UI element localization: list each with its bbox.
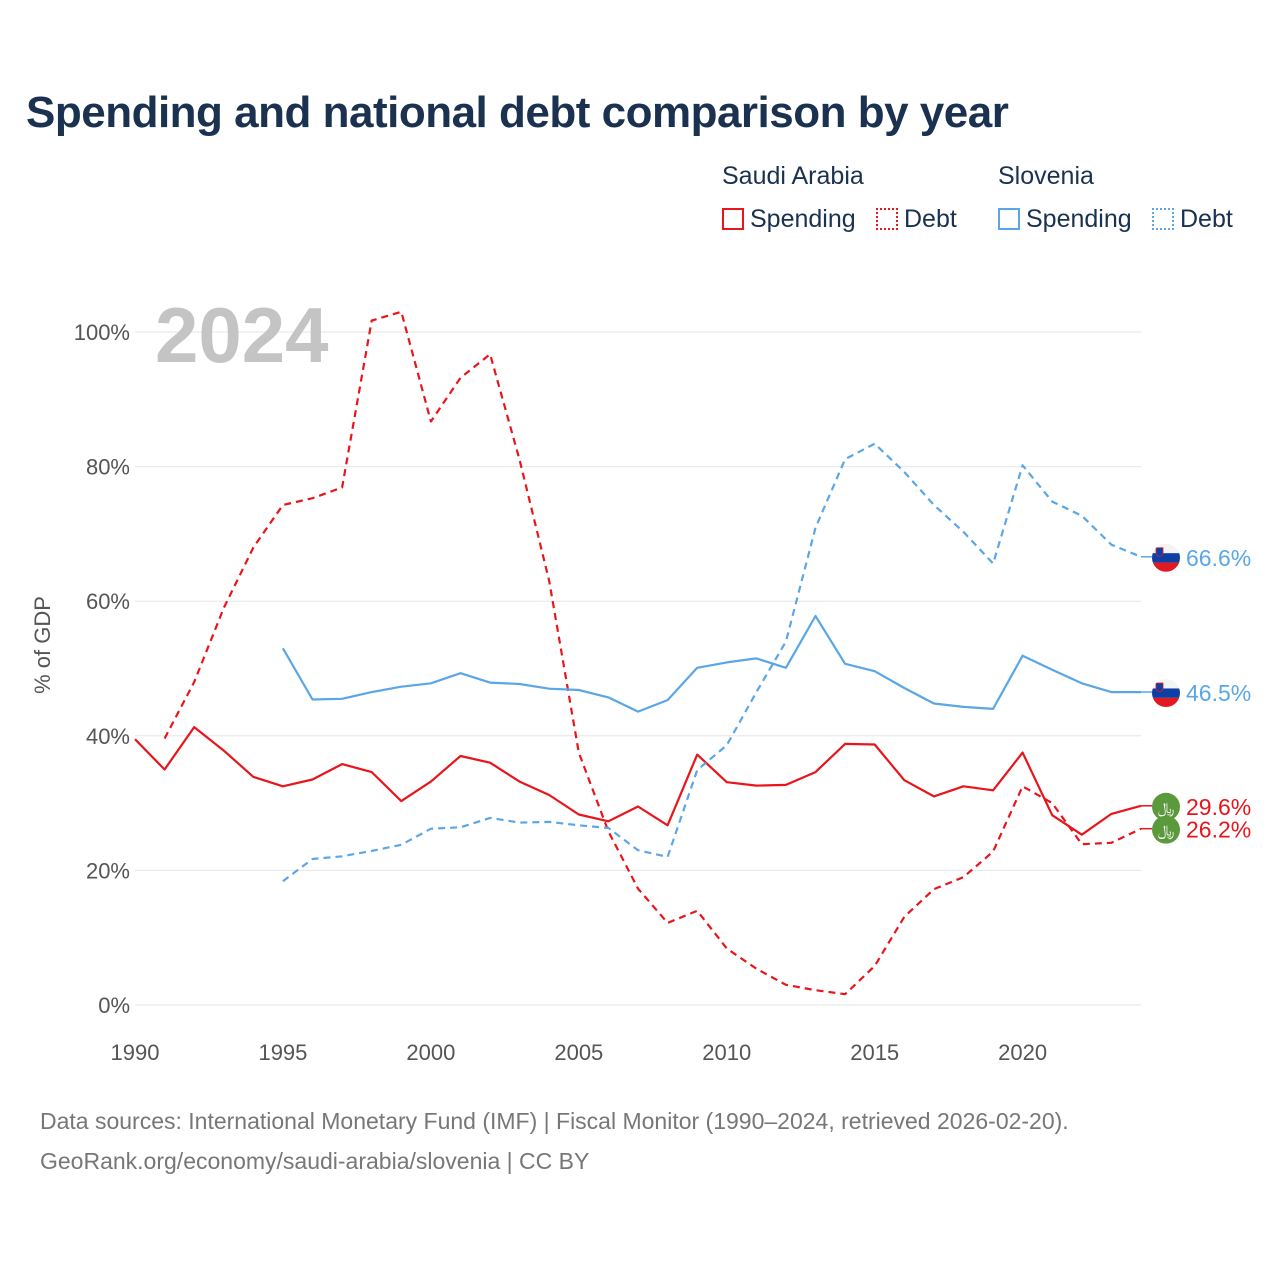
y-tick-label: 80% (86, 455, 130, 480)
source-line-1: Data sources: International Monetary Fun… (40, 1108, 1069, 1134)
x-tick-label: 1995 (258, 1040, 307, 1065)
saudi-emblem-icon: ﷼ (1158, 799, 1175, 818)
x-tick-label: 2005 (554, 1040, 603, 1065)
series-line-slovenia-spending (281, 614, 1141, 713)
legend-group-saudi-arabia: Saudi Arabia (722, 162, 864, 190)
end-value-label: 46.5% (1186, 680, 1251, 706)
end-label-slovenia-spending: 46.5% (1141, 679, 1251, 708)
y-tick-label: 0% (98, 993, 130, 1018)
legend-swatch-saudi-debt (876, 208, 898, 230)
series-lines (134, 310, 1142, 996)
end-label-saudi-arabia-spending: ﷼ 29.6% (1141, 792, 1251, 821)
legend-label-slovenia-debt: Debt (1180, 204, 1233, 233)
y-axis-label: % of GDP (30, 596, 55, 694)
y-tick-label: 100% (74, 320, 130, 345)
legend-swatch-saudi-spending (722, 208, 744, 230)
y-tick-label: 60% (86, 589, 130, 614)
series-end-labels: ﷼ 29.6% ﷼ 26.2% 46.5% 66.6% (1141, 543, 1251, 844)
x-tick-label: 2000 (406, 1040, 455, 1065)
legend-saudi-spending[interactable]: Spending (722, 204, 856, 234)
slovenia-flag-icon (1152, 543, 1180, 572)
chart-title: Spending and national debt comparison by… (26, 88, 1009, 137)
x-axis-ticks: 1990 1995 2000 2005 2010 2015 2020 (111, 1040, 1048, 1065)
legend-swatch-slovenia-spending (998, 208, 1020, 230)
year-watermark: 2024 (155, 291, 329, 379)
saudi-emblem-icon: ﷼ (1158, 822, 1175, 841)
end-label-slovenia-debt: 66.6% (1141, 543, 1251, 572)
legend-slovenia-spending[interactable]: Spending (998, 204, 1132, 234)
series-line-saudi-arabia-debt (163, 310, 1142, 996)
series-line-saudi-arabia-spending (134, 725, 1142, 836)
end-value-label: 29.6% (1186, 794, 1251, 820)
end-label-saudi-arabia-debt: ﷼ 26.2% (1141, 815, 1251, 844)
saudi-flag-icon (1152, 792, 1180, 821)
series-line-slovenia-debt (282, 442, 1142, 883)
legend-slovenia-debt[interactable]: Debt (1152, 204, 1233, 234)
legend-swatch-slovenia-debt (1152, 208, 1174, 230)
end-value-label: 66.6% (1186, 545, 1251, 571)
legend-label-slovenia-spending: Spending (1026, 204, 1132, 233)
saudi-flag-icon (1152, 815, 1180, 844)
x-tick-label: 2010 (702, 1040, 751, 1065)
y-axis-ticks: 0% 20% 40% 60% 80% 100% (74, 320, 130, 1018)
x-tick-label: 1990 (111, 1040, 160, 1065)
x-tick-label: 2020 (998, 1040, 1047, 1065)
source-line-2: GeoRank.org/economy/saudi-arabia/sloveni… (40, 1148, 590, 1174)
y-tick-label: 40% (86, 724, 130, 749)
gridlines (135, 331, 1141, 1006)
x-tick-label: 2015 (850, 1040, 899, 1065)
legend-label-saudi-debt: Debt (904, 204, 957, 233)
legend-group-slovenia: Slovenia (998, 162, 1094, 190)
end-value-label: 26.2% (1186, 817, 1251, 843)
legend-saudi-debt[interactable]: Debt (876, 204, 957, 234)
legend-label-saudi-spending: Spending (750, 204, 856, 233)
slovenia-flag-icon (1152, 679, 1180, 708)
y-tick-label: 20% (86, 858, 130, 883)
